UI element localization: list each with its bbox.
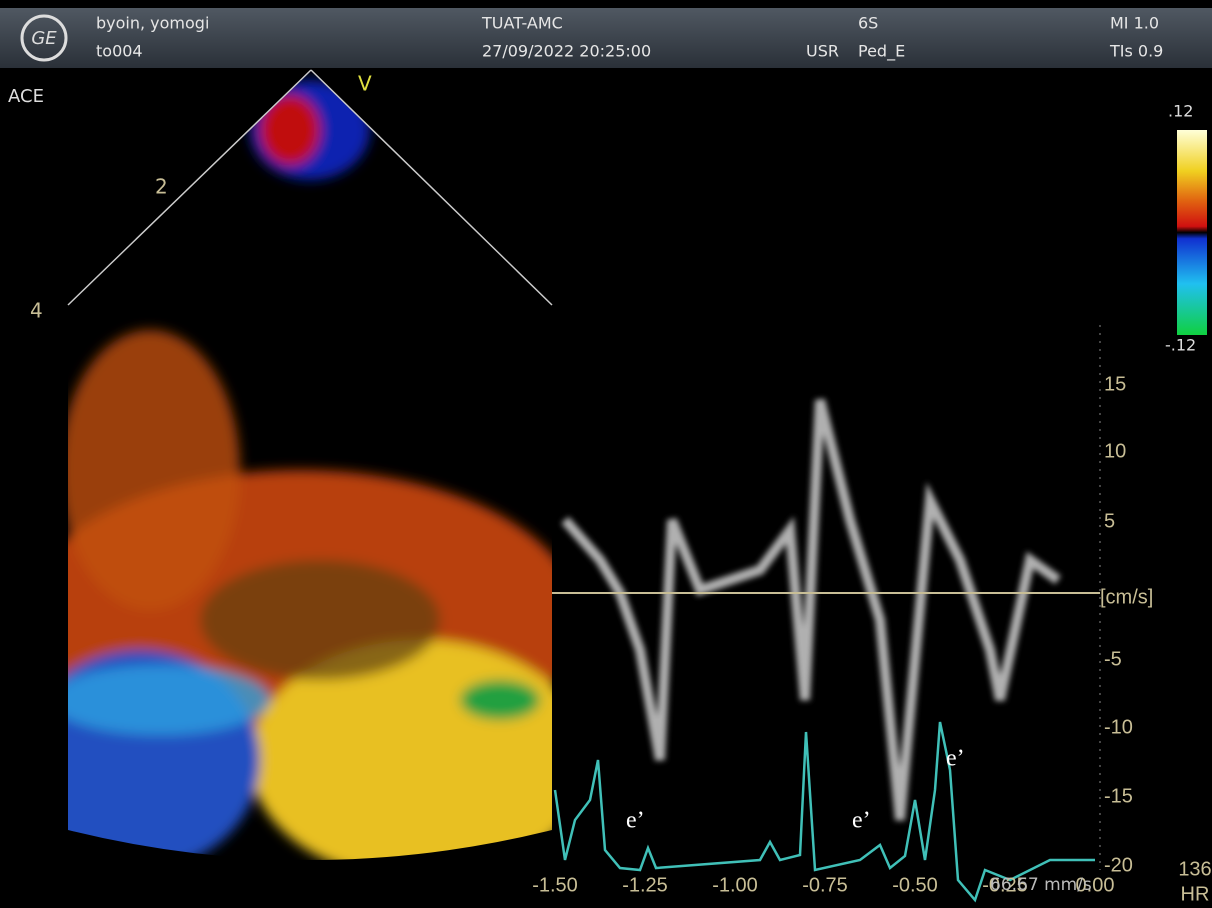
- preset: Ped_E: [858, 42, 905, 62]
- patient: byoin, yomogi: [96, 14, 209, 33]
- velocity-tick: -5: [1104, 648, 1122, 670]
- time-tick: -1.25: [622, 874, 668, 896]
- velocity-tick: -10: [1104, 716, 1133, 738]
- screen: GE byoin, yomogi to004 TUAT-AMC 27/09/20…: [0, 0, 1212, 908]
- velocity-tick: 15: [1104, 373, 1126, 395]
- orientation-marker: V: [358, 72, 372, 96]
- time-tick: -0.50: [892, 874, 938, 896]
- depth-label: 4: [30, 299, 43, 323]
- velocity-tick: 5: [1104, 510, 1115, 532]
- color-scale: [1177, 130, 1207, 335]
- doppler-spectrum: [565, 400, 1058, 820]
- annotation: e’: [852, 808, 871, 834]
- annotation: e’: [626, 808, 645, 834]
- annotation: e’: [946, 746, 965, 772]
- user: USR: [806, 42, 839, 61]
- patient-id: to004: [96, 42, 143, 61]
- time-tick: -1.50: [532, 874, 578, 896]
- time-tick: -1.00: [712, 874, 758, 896]
- velocity-unit: [cm/s]: [1100, 586, 1153, 608]
- probe: 6S: [858, 14, 878, 33]
- hr-label: HR: [1181, 883, 1210, 905]
- velocity-tick: 10: [1104, 440, 1126, 462]
- velocity-tick: -15: [1104, 785, 1133, 807]
- velocity-tick: -20: [1104, 854, 1133, 876]
- site: TUAT-AMC: [481, 14, 563, 33]
- time-tick: -0.75: [802, 874, 848, 896]
- color-image: [20, 60, 590, 900]
- sweep-speed: 66.67 mm/s: [990, 875, 1092, 895]
- mode: ACE: [8, 86, 44, 107]
- scale-max: .12: [1168, 102, 1193, 121]
- datetime: 27/09/2022 20:25:00: [482, 42, 651, 61]
- hr-value: 136: [1178, 858, 1211, 880]
- tis: TIs 0.9: [1109, 42, 1163, 61]
- depth-label: 2: [155, 175, 168, 199]
- scale-min: -.12: [1165, 336, 1196, 355]
- mi: MI 1.0: [1110, 14, 1159, 33]
- logo-text: GE: [31, 28, 57, 49]
